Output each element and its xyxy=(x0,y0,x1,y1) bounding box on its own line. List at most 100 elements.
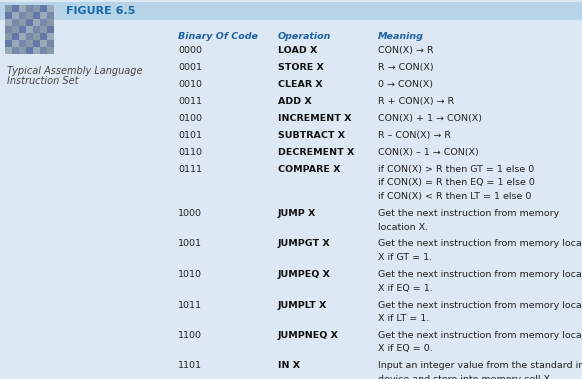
Text: X if EQ = 0.: X if EQ = 0. xyxy=(378,345,433,354)
Text: Get the next instruction from memory location: Get the next instruction from memory loc… xyxy=(378,240,582,249)
Bar xyxy=(19,47,26,54)
Bar xyxy=(12,33,19,40)
Bar xyxy=(5,5,12,12)
Text: Binary Of Code: Binary Of Code xyxy=(178,32,258,41)
Text: JUMPGT X: JUMPGT X xyxy=(278,240,331,249)
Bar xyxy=(40,47,47,54)
Text: 0111: 0111 xyxy=(178,165,202,174)
Text: 0001: 0001 xyxy=(178,63,202,72)
Bar xyxy=(19,5,26,12)
Text: R + CON(X) → R: R + CON(X) → R xyxy=(378,97,454,106)
Text: 1000: 1000 xyxy=(178,209,202,218)
Bar xyxy=(5,47,12,54)
Bar xyxy=(33,5,40,12)
Bar xyxy=(12,12,19,19)
Bar xyxy=(40,5,47,12)
Bar xyxy=(5,33,12,40)
Bar xyxy=(26,26,33,33)
Bar xyxy=(47,5,54,12)
Bar xyxy=(5,40,12,47)
Bar xyxy=(40,33,47,40)
Text: location X.: location X. xyxy=(378,222,428,232)
Text: device and store into memory cell X.: device and store into memory cell X. xyxy=(378,375,553,379)
Bar xyxy=(19,33,26,40)
Bar xyxy=(26,5,33,12)
Text: 0011: 0011 xyxy=(178,97,202,106)
Text: FIGURE 6.5: FIGURE 6.5 xyxy=(66,6,136,16)
Bar xyxy=(47,19,54,26)
Text: CON(X) + 1 → CON(X): CON(X) + 1 → CON(X) xyxy=(378,114,482,123)
Bar xyxy=(47,12,54,19)
Text: JUMPEQ X: JUMPEQ X xyxy=(278,270,331,279)
Bar xyxy=(47,26,54,33)
Bar xyxy=(33,12,40,19)
Text: Get the next instruction from memory location: Get the next instruction from memory loc… xyxy=(378,301,582,310)
Text: ADD X: ADD X xyxy=(278,97,312,106)
Text: IN X: IN X xyxy=(278,362,300,371)
Text: 1001: 1001 xyxy=(178,240,202,249)
Text: Instruction Set: Instruction Set xyxy=(7,76,79,86)
Bar xyxy=(12,40,19,47)
Bar xyxy=(5,12,12,19)
Text: R → CON(X): R → CON(X) xyxy=(378,63,434,72)
Text: Get the next instruction from memory location: Get the next instruction from memory loc… xyxy=(378,331,582,340)
Text: Operation: Operation xyxy=(278,32,331,41)
Bar xyxy=(33,33,40,40)
Text: JUMP X: JUMP X xyxy=(278,209,317,218)
Bar xyxy=(40,26,47,33)
Text: LOAD X: LOAD X xyxy=(278,46,317,55)
Text: STORE X: STORE X xyxy=(278,63,324,72)
Text: 0000: 0000 xyxy=(178,46,202,55)
Text: 0101: 0101 xyxy=(178,131,202,140)
Text: INCREMENT X: INCREMENT X xyxy=(278,114,352,123)
Bar xyxy=(47,40,54,47)
Text: CON(X) – 1 → CON(X): CON(X) – 1 → CON(X) xyxy=(378,148,479,157)
Text: 0 → CON(X): 0 → CON(X) xyxy=(378,80,433,89)
Text: JUMPNEQ X: JUMPNEQ X xyxy=(278,331,339,340)
Bar xyxy=(5,26,12,33)
Text: 1010: 1010 xyxy=(178,270,202,279)
Bar xyxy=(19,12,26,19)
Bar xyxy=(12,5,19,12)
Text: 1100: 1100 xyxy=(178,331,202,340)
Text: COMPARE X: COMPARE X xyxy=(278,165,340,174)
Bar xyxy=(33,40,40,47)
Text: Get the next instruction from memory: Get the next instruction from memory xyxy=(378,209,559,218)
Bar xyxy=(0,2,582,20)
Bar xyxy=(33,19,40,26)
Text: 0010: 0010 xyxy=(178,80,202,89)
Bar xyxy=(33,47,40,54)
Bar xyxy=(19,40,26,47)
Text: X if LT = 1.: X if LT = 1. xyxy=(378,314,430,323)
Bar xyxy=(19,26,26,33)
Bar xyxy=(12,26,19,33)
Bar xyxy=(33,26,40,33)
Bar xyxy=(40,19,47,26)
Text: CON(X) → R: CON(X) → R xyxy=(378,46,434,55)
Text: R – CON(X) → R: R – CON(X) → R xyxy=(378,131,451,140)
Text: DECREMENT X: DECREMENT X xyxy=(278,148,354,157)
Text: 1101: 1101 xyxy=(178,362,202,371)
Text: CLEAR X: CLEAR X xyxy=(278,80,323,89)
Text: if CON(X) > R then GT = 1 else 0: if CON(X) > R then GT = 1 else 0 xyxy=(378,165,534,174)
Text: 0110: 0110 xyxy=(178,148,202,157)
Bar xyxy=(40,40,47,47)
Bar xyxy=(26,47,33,54)
Text: Input an integer value from the standard input: Input an integer value from the standard… xyxy=(378,362,582,371)
Text: if CON(X) = R then EQ = 1 else 0: if CON(X) = R then EQ = 1 else 0 xyxy=(378,179,535,188)
Text: Meaning: Meaning xyxy=(378,32,424,41)
Text: SUBTRACT X: SUBTRACT X xyxy=(278,131,345,140)
Bar xyxy=(26,40,33,47)
Bar xyxy=(47,47,54,54)
Bar xyxy=(26,12,33,19)
Bar xyxy=(26,19,33,26)
Bar xyxy=(47,33,54,40)
Text: X if EQ = 1.: X if EQ = 1. xyxy=(378,283,433,293)
Bar xyxy=(19,19,26,26)
Text: X if GT = 1.: X if GT = 1. xyxy=(378,253,432,262)
Text: if CON(X) < R then LT = 1 else 0: if CON(X) < R then LT = 1 else 0 xyxy=(378,192,531,201)
Bar xyxy=(26,33,33,40)
Bar xyxy=(12,19,19,26)
Bar xyxy=(5,19,12,26)
Text: Typical Assembly Language: Typical Assembly Language xyxy=(7,66,143,76)
